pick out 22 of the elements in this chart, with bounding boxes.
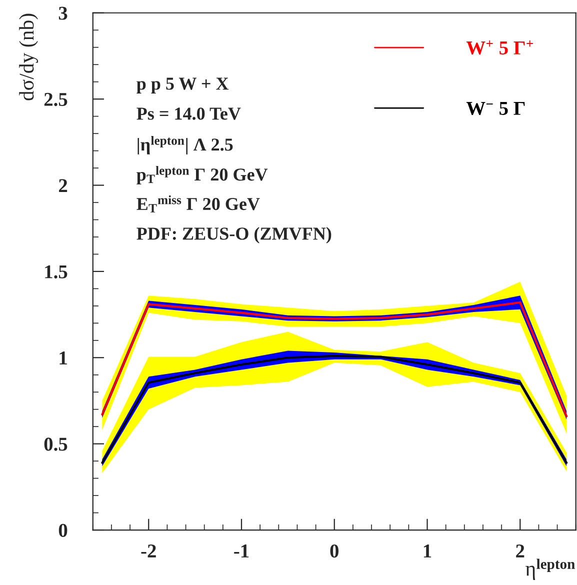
y-tick-label: 1.5	[45, 265, 68, 278]
annotation: p$_{T}$$^{lepton}$ Γ 20 GeV	[136, 166, 268, 184]
x-axis-title: η$^{lepton}$	[526, 558, 575, 580]
legend-label: W$^{−}$ 5 Γ	[466, 102, 525, 116]
y-tick-label: 2	[58, 179, 68, 192]
x-tick-label: 2	[516, 544, 524, 558]
annotation: p p 5 W + X	[136, 78, 229, 94]
annotation: E$_{T}$$^{miss}$ Γ 20 GeV	[136, 195, 260, 212]
y-axis-title: dσ/dy (nb)	[19, 14, 38, 100]
annotation: Ps = 14.0 TeV	[136, 108, 241, 120]
x-tick-label: 1	[424, 544, 432, 558]
annotation: PDF: ZEUS-O (ZMVFN)	[136, 227, 332, 244]
annotation: |η$^{lepton}$| Λ 2.5	[138, 136, 233, 154]
x-tick-label: -1	[234, 544, 249, 558]
x-tick-label: -2	[141, 544, 156, 558]
y-tick-label: 1	[60, 352, 67, 364]
y-tick-label: 0	[58, 524, 68, 537]
legend-label: W$^{+}$ 5 Γ$^{+}$	[466, 40, 533, 55]
y-tick-label: 0.5	[44, 438, 68, 451]
x-tick-label: 0	[330, 544, 338, 558]
y-tick-label: 2.5	[44, 92, 68, 106]
y-tick-label: 3	[58, 6, 68, 20]
